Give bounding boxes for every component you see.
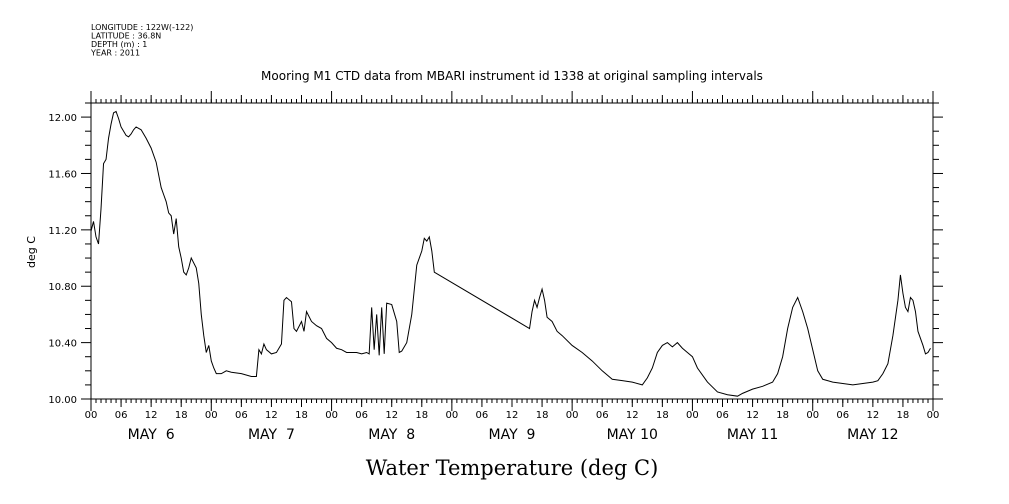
day-label: MAY 11 — [727, 427, 778, 443]
x-tick-label: 00 — [806, 410, 819, 421]
x-tick-label: 00 — [205, 410, 218, 421]
day-label: MAY 6 — [128, 427, 175, 443]
y-axis-label: deg C — [25, 236, 38, 268]
x-tick-label: 12 — [265, 410, 278, 421]
x-tick-label: 18 — [415, 410, 428, 421]
y-tick-label: 10.80 — [48, 282, 77, 293]
y-tick-label: 12.00 — [48, 113, 77, 124]
y-tick-label: 10.40 — [48, 339, 77, 350]
day-label: MAY 7 — [248, 427, 295, 443]
day-label: MAY 12 — [847, 427, 898, 443]
y-tick-label: 11.60 — [48, 169, 77, 180]
chart-title: Mooring M1 CTD data from MBARI instrumen… — [261, 69, 763, 83]
metadata-line: LATITUDE : 36.8N — [91, 32, 161, 41]
x-tick-label: 00 — [927, 410, 940, 421]
x-tick-label: 00 — [686, 410, 699, 421]
x-tick-label: 12 — [866, 410, 879, 421]
minor-ticks — [90, 99, 934, 403]
temperature-series-line — [90, 110, 931, 397]
x-tick-label: 00 — [566, 410, 579, 421]
x-tick-label: 06 — [115, 410, 128, 421]
x-tick-label: 18 — [776, 410, 789, 421]
x-tick-label: 18 — [536, 410, 549, 421]
x-tick-label: 18 — [175, 410, 188, 421]
metadata-block: LONGITUDE : 122W(-122)LATITUDE : 36.8NDE… — [90, 23, 193, 58]
x-tick-label: 12 — [626, 410, 639, 421]
x-tick-label: 12 — [145, 410, 158, 421]
x-tick-label: 06 — [716, 410, 729, 421]
x-tick-label: 00 — [85, 410, 98, 421]
x-tick-label: 06 — [596, 410, 609, 421]
x-tick-label: 18 — [897, 410, 910, 421]
plot-frame — [90, 102, 934, 400]
day-label: MAY 9 — [489, 427, 536, 443]
y-axis-ticks: 10.00 10.40 10.80 11.20 11.60 12.00 — [48, 102, 943, 406]
x-tick-label: 12 — [506, 410, 519, 421]
x-tick-label: 06 — [235, 410, 248, 421]
x-tick-label: 00 — [445, 410, 458, 421]
day-labels: MAY 6 MAY 7 MAY 8 MAY 9 MAY 10 MAY 11 MAY 12 — [128, 427, 899, 443]
x-tick-label: 06 — [355, 410, 368, 421]
metadata-line: LONGITUDE : 122W(-122) — [91, 23, 193, 32]
metadata-line: DEPTH (m) : 1 — [91, 40, 147, 49]
x-tick-label: 06 — [836, 410, 849, 421]
x-tick-label: 12 — [746, 410, 759, 421]
x-tick-label: 12 — [385, 410, 398, 421]
metadata-line: YEAR : 2011 — [90, 49, 140, 58]
x-tick-label: 00 — [325, 410, 338, 421]
day-label: MAY 8 — [368, 427, 415, 443]
x-axis-ticks: 00 06 12 18 00 06 12 18 00 06 12 18 00 06 12 18 00 06 12 18… — [85, 91, 940, 421]
x-axis-label: Water Temperature (deg C) — [366, 456, 659, 480]
x-tick-label: 18 — [295, 410, 308, 421]
x-tick-label: 18 — [656, 410, 669, 421]
y-tick-label: 10.00 — [48, 395, 77, 406]
day-label: MAY 10 — [607, 427, 658, 443]
x-tick-label: 06 — [476, 410, 489, 421]
y-tick-label: 11.20 — [48, 226, 77, 237]
